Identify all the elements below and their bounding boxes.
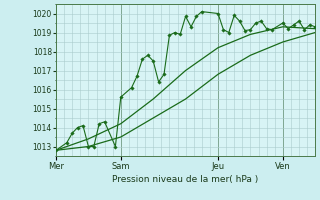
X-axis label: Pression niveau de la mer( hPa ): Pression niveau de la mer( hPa ) bbox=[112, 175, 259, 184]
